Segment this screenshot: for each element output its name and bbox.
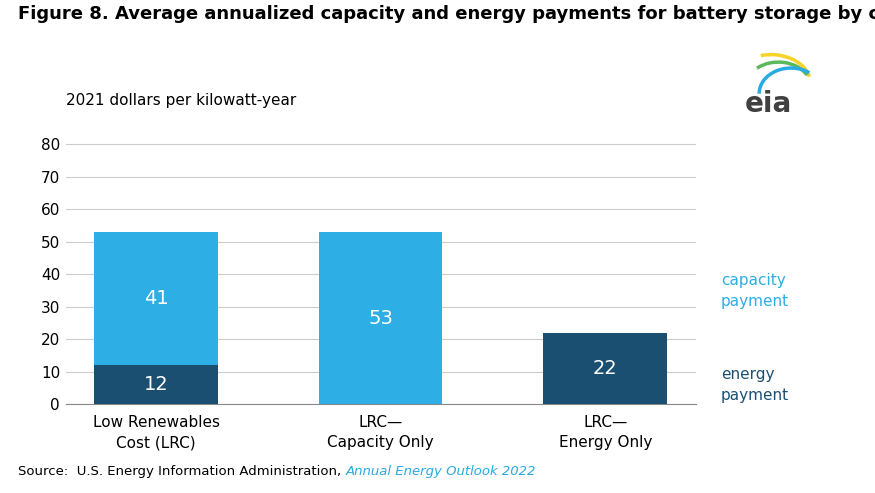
Text: capacity
payment: capacity payment: [721, 273, 789, 309]
Bar: [543, 333, 667, 404]
Bar: [94, 365, 218, 404]
Text: Source:  U.S. Energy Information Administration,: Source: U.S. Energy Information Administ…: [18, 465, 345, 478]
Text: Figure 8. Average annualized capacity and energy payments for battery storage by: Figure 8. Average annualized capacity an…: [18, 5, 875, 23]
Text: Annual Energy Outlook 2022: Annual Energy Outlook 2022: [346, 465, 536, 478]
Text: 2021 dollars per kilowatt-year: 2021 dollars per kilowatt-year: [66, 94, 296, 108]
Text: 41: 41: [144, 289, 168, 308]
Text: 53: 53: [368, 309, 393, 328]
Bar: [94, 232, 218, 365]
Text: 22: 22: [593, 359, 618, 378]
Text: energy
payment: energy payment: [721, 367, 789, 403]
Text: eia: eia: [745, 90, 792, 118]
Bar: [318, 232, 443, 404]
Text: 12: 12: [144, 375, 168, 394]
